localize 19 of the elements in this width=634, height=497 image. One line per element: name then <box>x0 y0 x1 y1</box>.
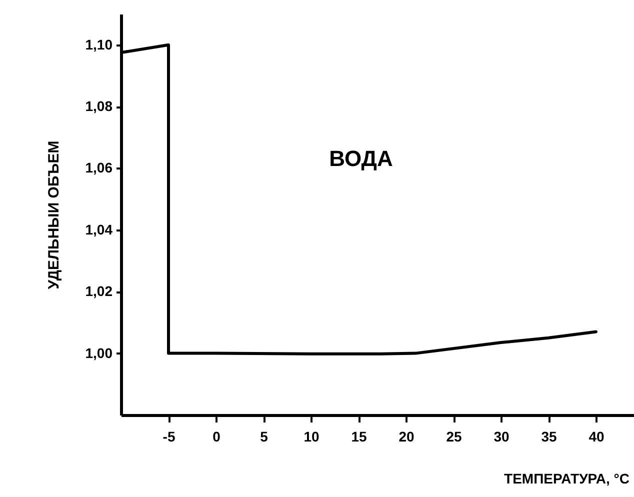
y-tick-label: 1,08 <box>85 98 113 114</box>
x-tick-label: 10 <box>304 428 320 444</box>
x-tick-label: 5 <box>260 428 268 444</box>
y-tick-label: 1,00 <box>85 344 113 361</box>
y-tick-label: 1,06 <box>85 160 113 176</box>
annotation: ВОДА <box>329 146 393 171</box>
y-tick-label: 1,04 <box>85 221 113 238</box>
x-tick-label: 0 <box>212 428 221 444</box>
y-axis-title: УДЕЛЬНЫИ ОБЪЕМ <box>45 140 62 290</box>
x-tick-label: 30 <box>494 428 510 444</box>
x-tick-label: -5 <box>162 428 176 444</box>
y-tick-label: 1,10 <box>85 36 113 52</box>
x-tick-label: 35 <box>541 428 557 444</box>
x-tick-label: 15 <box>351 428 367 444</box>
x-axis-title: ТЕМПЕРАТУРА, °C <box>504 470 630 486</box>
y-tick-label: 1,02 <box>85 283 113 300</box>
x-tick-label: 40 <box>588 428 604 444</box>
x-tick-label: 20 <box>398 428 414 444</box>
x-tick-label: 25 <box>446 428 462 444</box>
